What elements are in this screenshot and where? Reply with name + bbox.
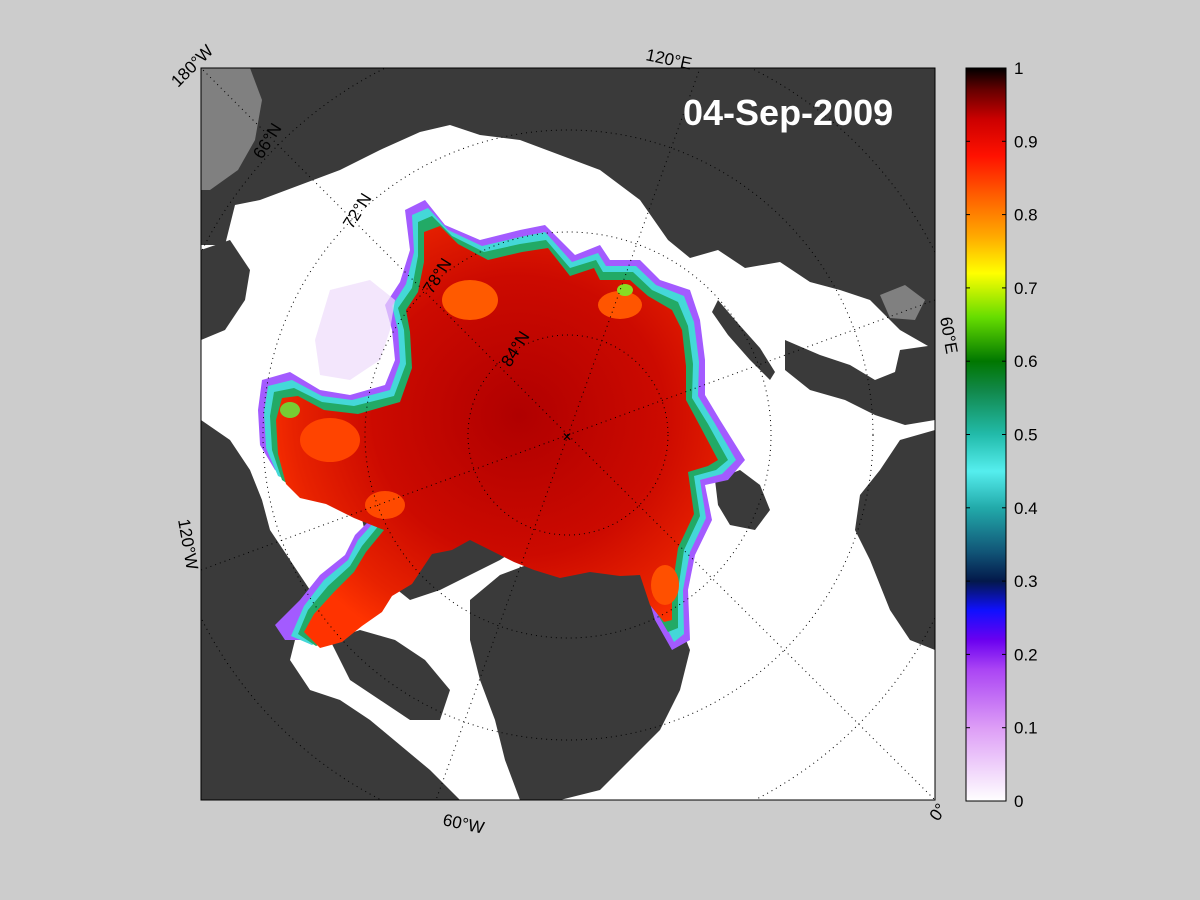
colorbar-tick-label: 0.6 [1014,352,1038,371]
lon-label-120w: 120°W [174,517,202,571]
colorbar-tick-label: 0 [1014,792,1023,811]
colorbar-tick-label: 0.2 [1014,645,1038,664]
alaska-west [201,240,250,340]
colorbar-tick-label: 0.1 [1014,719,1038,738]
ice-orange-patch [442,280,498,320]
colorbar-tick-label: 0.5 [1014,426,1038,445]
meridian [567,299,935,436]
latitude-circle-78 [364,231,772,639]
date-label: 04-Sep-2009 [683,92,893,133]
pole-marker: ✕ [562,430,572,444]
lon-label-0: 0° [926,800,951,824]
novaya-zemlya [712,300,775,380]
latitude-circle-72 [262,129,874,741]
ice-orange-patch [598,291,642,319]
lon-label-60w: 60°W [441,810,486,837]
colorbar-tick-label: 0.8 [1014,206,1038,225]
colorbar-tick-label: 1 [1014,59,1023,78]
colorbar-ticks: 0 0.1 0.2 0.3 0.4 0.5 0.6 0.7 0.8 0.9 1 [966,59,1038,811]
ice-pack-core [276,226,718,648]
colorbar-tick-label: 0.7 [1014,279,1038,298]
colorbar-gradient [965,67,1007,802]
scandinavia-europe [855,430,935,650]
greenland [470,545,690,800]
latitude-circle-84 [467,334,669,536]
svalbard-shelf [880,285,925,320]
eurasia-north-coast [201,68,935,350]
lon-label-60e: 60°E [936,315,961,355]
scandinavia-coast [785,340,935,425]
ice-orange-patch [651,565,679,605]
baffin-island [330,630,450,720]
colorbar-tick-label: 0.9 [1014,132,1038,151]
colorbar-tick-label: 0.4 [1014,499,1038,518]
meridian [567,68,701,436]
victoria-island [240,550,290,605]
north-america [201,420,460,800]
graticule [201,68,935,800]
colorbar: 0 0.1 0.2 0.3 0.4 0.5 0.6 0.7 0.8 0.9 1 [965,59,1038,811]
ice-orange-patch [300,418,360,462]
bering-shelf [201,68,262,190]
ice-orange-patch [365,491,405,519]
meridian [201,434,569,571]
ice-green-patch [617,284,633,296]
svalbard [715,470,770,530]
colorbar-tick-label: 0.3 [1014,572,1038,591]
map-frame [200,67,936,801]
ice-low-concentration-haze [315,280,395,380]
ice-green-patch [280,402,300,418]
sea-ice-concentration-field [258,200,745,650]
